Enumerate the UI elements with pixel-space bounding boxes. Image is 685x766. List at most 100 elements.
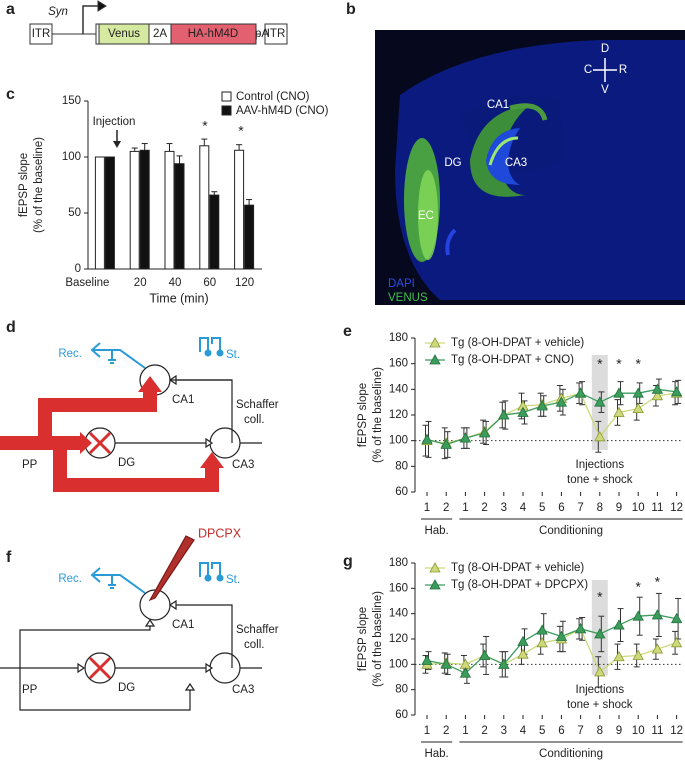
bar — [209, 194, 220, 270]
annotation: Injections — [576, 684, 625, 696]
construct-item: HA-hM4D — [188, 28, 238, 40]
marker — [498, 409, 510, 420]
y-axis-label: fEPSP slope — [357, 383, 369, 447]
bar — [199, 145, 210, 270]
y-axis-label: fEPSP slope — [18, 153, 30, 217]
circuit-diagram — [0, 337, 262, 492]
marker — [670, 386, 683, 397]
y-tick-label: 80 — [395, 684, 408, 696]
annotation: Injections — [576, 459, 625, 471]
group-label: Conditioning — [539, 525, 603, 537]
marker — [632, 610, 644, 621]
y-tick-label: 120 — [389, 409, 408, 421]
legend-marker — [429, 579, 441, 590]
stain-label: VENUS — [388, 292, 428, 304]
annotation: * — [655, 574, 661, 590]
y-tick-label: 60 — [395, 709, 408, 721]
x-tick-label: 40 — [169, 277, 182, 289]
group-label: Hab. — [424, 525, 448, 537]
x-tick-label: 8 — [597, 502, 603, 514]
pathway-label: coll. — [244, 414, 264, 426]
x-tick-label: 60 — [203, 277, 216, 289]
marker — [651, 389, 664, 401]
x-tick-label: 120 — [235, 277, 254, 289]
group-label: Conditioning — [539, 748, 603, 760]
stimulation-label: St. — [226, 349, 240, 361]
x-tick-label: 11 — [651, 725, 663, 737]
legend-swatch — [221, 91, 232, 102]
x-tick-label: 2 — [443, 502, 449, 514]
x-tick-label: 12 — [670, 502, 683, 514]
construct-item: Venus — [108, 28, 140, 40]
marker — [536, 624, 548, 635]
marker — [459, 667, 472, 678]
y-tick-label: 160 — [389, 582, 408, 594]
marker — [594, 396, 606, 407]
marker — [440, 438, 452, 449]
y-tick-label: 0 — [75, 263, 81, 275]
marker — [478, 649, 491, 660]
circuit-diagram — [0, 535, 262, 711]
marker — [459, 432, 472, 443]
x-tick-label: 20 — [134, 277, 147, 289]
x-tick-label: 1 — [424, 725, 430, 737]
annotation: * — [616, 356, 622, 372]
y-tick-label: 50 — [68, 207, 81, 219]
x-tick-label: 7 — [577, 725, 583, 737]
region-label: DG — [444, 157, 461, 169]
x-tick-label: 9 — [616, 502, 622, 514]
legend-marker — [429, 354, 441, 365]
construct-item: pA — [255, 28, 269, 40]
x-tick-label: 4 — [520, 725, 527, 737]
y-axis-label: fEPSP slope — [357, 607, 369, 671]
marker — [574, 623, 587, 634]
region-label: EC — [418, 210, 434, 222]
region-label: DG — [118, 682, 135, 694]
x-tick-label: 5 — [539, 725, 545, 737]
legend-marker — [429, 337, 441, 348]
region-label: CA3 — [232, 459, 254, 471]
region-label: DG — [118, 457, 135, 469]
y-tick-label: 120 — [389, 633, 408, 645]
pathway-label: coll. — [244, 639, 264, 651]
x-tick-label: 6 — [558, 502, 564, 514]
marker — [594, 430, 606, 442]
legend-label: Tg (8-OH-DPAT + vehicle) — [451, 337, 584, 349]
legend-swatch — [221, 105, 232, 116]
promoter: Syn — [48, 6, 68, 18]
x-tick-label: 6 — [558, 725, 564, 737]
marker — [421, 654, 433, 665]
x-axis-label: Time (min) — [149, 291, 208, 305]
x-tick-label: 2 — [481, 725, 487, 737]
bar — [104, 156, 115, 270]
x-tick-label: 2 — [443, 725, 449, 737]
y-tick-label: 100 — [62, 151, 81, 163]
annotation: tone + shock — [567, 474, 633, 486]
marker — [440, 658, 452, 669]
marker — [651, 609, 664, 620]
orientation-label: C — [584, 64, 592, 76]
group-label: Hab. — [424, 748, 448, 760]
marker — [632, 649, 644, 660]
bar — [244, 204, 255, 270]
annotation: * — [597, 589, 603, 605]
marker — [651, 383, 664, 394]
marker — [613, 650, 625, 662]
y-tick-label: 80 — [395, 460, 408, 472]
y-tick-label: 140 — [389, 608, 408, 620]
y-axis-label: (% of the baseline) — [372, 367, 384, 463]
x-tick-label: 10 — [632, 502, 645, 514]
y-tick-label: 100 — [389, 435, 408, 447]
x-tick-label: 9 — [616, 725, 622, 737]
orientation-label: D — [601, 43, 609, 55]
annotation-arrow — [113, 141, 121, 148]
x-tick-label: 1 — [462, 725, 468, 737]
bar — [139, 149, 150, 270]
x-tick-label: 10 — [632, 725, 645, 737]
marker — [517, 648, 529, 659]
bar — [94, 156, 105, 270]
marker — [632, 387, 644, 398]
legend-marker — [429, 562, 441, 573]
legend-label: Tg (8-OH-DPAT + DPCPX) — [451, 579, 588, 591]
panel-label: c — [6, 86, 15, 103]
